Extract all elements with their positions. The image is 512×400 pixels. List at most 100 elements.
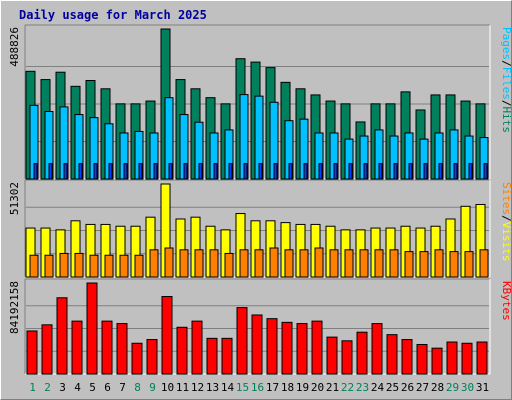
sites-bar-day-7 [119,254,129,278]
day-label-13: 13 [206,381,219,394]
pages-bar-day-11 [183,163,188,180]
day-label-22: 22 [341,381,354,394]
sites-bar-day-3 [59,252,69,278]
pages-bar-day-8 [138,163,143,180]
day-label-11: 11 [176,381,189,394]
kbytes-bar-day-2 [41,324,53,375]
kbytes-bar-day-8 [131,342,143,375]
day-label-9: 9 [149,381,156,394]
kbytes-bar-day-3 [56,297,68,375]
pages-bar-day-4 [78,163,83,180]
pages-bar-day-14 [228,163,233,180]
kbytes-bar-day-14 [221,337,233,375]
legend-word: KBytes [500,281,512,321]
pages-bar-day-1 [33,163,38,180]
kbytes-bar-day-17 [266,318,278,375]
kbytes-panel-legend: KBytes [500,281,512,321]
day-label-2: 2 [44,381,51,394]
kbytes-bar-day-29 [446,341,458,375]
sites-bar-day-13 [209,249,219,278]
day-label-8: 8 [134,381,141,394]
kbytes-bar-day-9 [146,339,158,375]
pages-bar-day-3 [63,163,68,180]
sites-bar-day-8 [134,254,144,278]
pages-bar-day-30 [468,163,473,180]
day-label-5: 5 [89,381,96,394]
day-label-24: 24 [371,381,385,394]
pages-bar-day-10 [168,163,173,180]
pages-bar-day-17 [273,163,278,180]
kbytes-bar-day-18 [281,321,293,375]
pages-bar-day-2 [48,163,53,180]
legend-word: Visits [500,222,512,262]
kbytes-bar-day-15 [236,307,248,375]
kbytes-bar-day-10 [161,296,173,375]
pages-bar-day-26 [408,163,413,180]
day-label-20: 20 [311,381,324,394]
sites-bar-day-28 [434,249,444,278]
sites-bar-day-2 [44,254,54,278]
day-label-25: 25 [386,381,399,394]
pages-bar-day-6 [108,163,113,180]
kbytes-bar-day-7 [116,323,128,375]
kbytes-bar-day-1 [26,330,38,375]
kbytes-bar-day-6 [101,320,113,375]
sites-bar-day-25 [389,249,399,278]
day-label-1: 1 [29,381,36,394]
kbytes-bar-day-19 [296,323,308,375]
pages-bar-day-9 [153,163,158,180]
kbytes-bar-day-31 [476,341,488,375]
legend-word: Hits [500,107,512,134]
sites-bar-day-23 [359,249,369,278]
kbytes-bar-day-26 [401,339,413,375]
day-label-27: 27 [416,381,429,394]
pages-bar-day-24 [378,163,383,180]
chart-title: Daily usage for March 2025 [19,8,207,22]
kbytes-bar-day-21 [326,336,338,375]
pages-bar-day-22 [348,163,353,180]
day-label-18: 18 [281,381,294,394]
sites-bar-day-14 [224,252,234,278]
kbytes-bar-day-20 [311,320,323,375]
day-label-12: 12 [191,381,204,394]
day-label-4: 4 [74,381,81,394]
kbytes-panel-max-label: 84192158 [8,281,21,334]
sites-bar-day-31 [479,249,489,278]
sites-bar-day-29 [449,251,459,278]
pages-bar-day-25 [393,163,398,180]
pages-bar-day-31 [483,163,488,180]
day-label-17: 17 [266,381,279,394]
pages-bar-day-27 [423,163,428,180]
pages-bar-day-7 [123,163,128,180]
hits-panel-legend: Pages/Files/Hits [500,27,512,133]
legend-word: / [500,215,512,222]
sites-bar-day-17 [269,247,279,278]
sites-bar-day-11 [179,249,189,278]
day-label-3: 3 [59,381,66,394]
sites-bar-day-5 [89,254,99,278]
day-label-30: 30 [461,381,474,394]
kbytes-bar-day-12 [191,320,203,375]
sites-bar-day-21 [329,249,339,278]
pages-bar-day-20 [318,163,323,180]
pages-bar-day-15 [243,163,248,180]
pages-bar-day-16 [258,163,263,180]
legend-word: Files [500,67,512,100]
day-label-15: 15 [236,381,249,394]
pages-bar-day-29 [453,163,458,180]
sites-bar-day-4 [74,252,84,278]
visits-panel-legend: Sites/Visits [500,182,512,262]
kbytes-bar-day-5 [86,282,98,375]
day-label-31: 31 [476,381,489,394]
pages-bar-day-28 [438,163,443,180]
kbytes-bar-day-23 [356,331,368,375]
sites-bar-day-26 [404,251,414,278]
pages-bar-day-19 [303,163,308,180]
pages-bar-day-21 [333,163,338,180]
sites-bar-day-24 [374,249,384,278]
day-label-7: 7 [119,381,126,394]
legend-word: Sites [500,182,512,215]
day-label-26: 26 [401,381,414,394]
kbytes-bar-day-25 [386,334,398,375]
